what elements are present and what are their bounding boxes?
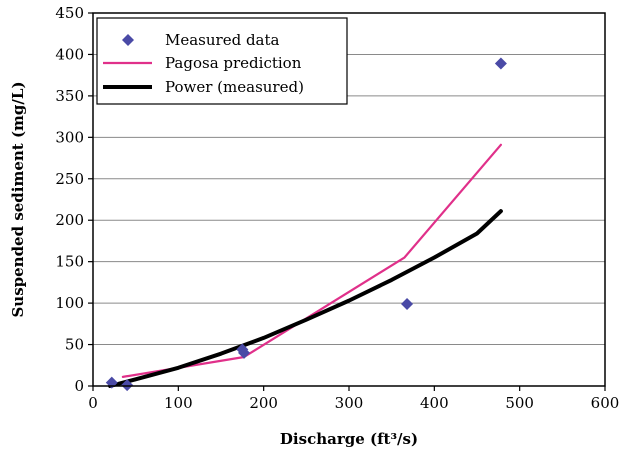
y-tick-label-2: 100 bbox=[55, 294, 84, 312]
series-line-2 bbox=[108, 209, 503, 388]
data-point-3 bbox=[238, 346, 251, 359]
x-axis-ticks: 0 100 200 300 400 500 600 bbox=[88, 386, 619, 412]
y-axis-ticks: 0 50 100 150 200 250 300 350 400 450 bbox=[55, 4, 93, 395]
legend-item-power: Power (measured) bbox=[103, 78, 304, 96]
legend-label-power: Power (measured) bbox=[165, 78, 304, 96]
data-point-4 bbox=[401, 297, 414, 310]
data-point-1 bbox=[121, 379, 134, 392]
legend-item-measured: Measured data bbox=[122, 31, 280, 49]
x-tick-label-1: 100 bbox=[164, 394, 193, 412]
x-axis-title: Discharge (ft³/s) bbox=[280, 430, 418, 448]
x-tick-label-3: 300 bbox=[335, 394, 364, 412]
y-tick-label-4: 200 bbox=[55, 211, 84, 229]
series-layer bbox=[105, 57, 507, 392]
y-tick-label-8: 400 bbox=[55, 45, 84, 63]
legend-diamond-marker bbox=[122, 34, 134, 46]
x-tick-label-2: 200 bbox=[249, 394, 278, 412]
y-tick-label-5: 250 bbox=[55, 170, 84, 188]
legend-item-pagosa: Pagosa prediction bbox=[103, 54, 302, 72]
legend-box bbox=[96, 17, 348, 105]
x-tick-label-0: 0 bbox=[88, 394, 98, 412]
legend-label-pagosa: Pagosa prediction bbox=[165, 54, 302, 72]
x-tick-label-5: 500 bbox=[505, 394, 534, 412]
y-tick-label-3: 150 bbox=[55, 253, 84, 271]
x-tick-label-4: 400 bbox=[420, 394, 449, 412]
y-tick-label-9: 450 bbox=[55, 4, 84, 22]
data-point-5 bbox=[494, 57, 507, 70]
legend: Measured data Pagosa prediction Power (m… bbox=[96, 17, 348, 105]
y-tick-label-7: 350 bbox=[55, 87, 84, 105]
y-tick-label-0: 0 bbox=[74, 377, 84, 395]
y-tick-label-6: 300 bbox=[55, 128, 84, 146]
y-axis-title: Suspended sediment (mg/L) bbox=[9, 81, 27, 317]
legend-label-measured: Measured data bbox=[165, 31, 280, 49]
x-tick-label-6: 600 bbox=[591, 394, 620, 412]
y-tick-label-1: 50 bbox=[65, 336, 84, 354]
